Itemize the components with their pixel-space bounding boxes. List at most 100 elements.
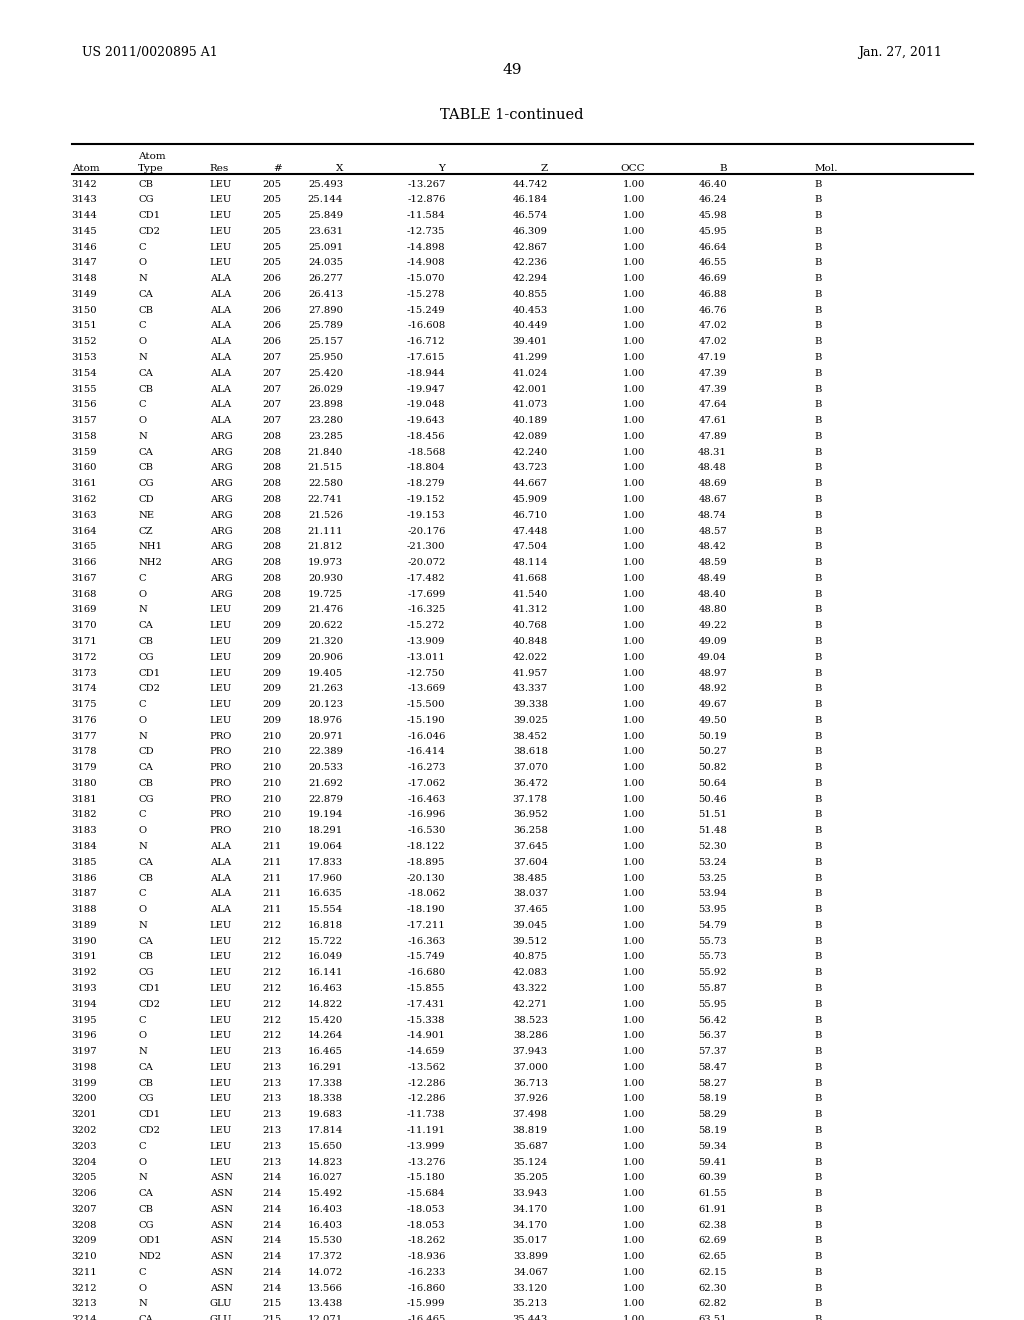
- Text: 1.00: 1.00: [623, 622, 645, 630]
- Text: 1.00: 1.00: [623, 432, 645, 441]
- Text: 49.22: 49.22: [698, 622, 727, 630]
- Text: B: B: [814, 1063, 821, 1072]
- Text: CB: CB: [138, 779, 154, 788]
- Text: 208: 208: [262, 527, 282, 536]
- Text: B: B: [814, 921, 821, 929]
- Text: B: B: [814, 479, 821, 488]
- Text: 3142: 3142: [72, 180, 97, 189]
- Text: LEU: LEU: [210, 1110, 232, 1119]
- Text: 213: 213: [262, 1110, 282, 1119]
- Text: 50.82: 50.82: [698, 763, 727, 772]
- Text: 48.114: 48.114: [512, 558, 548, 568]
- Text: 36.258: 36.258: [513, 826, 548, 836]
- Text: 16.027: 16.027: [308, 1173, 343, 1183]
- Text: 1.00: 1.00: [623, 447, 645, 457]
- Text: 17.814: 17.814: [307, 1126, 343, 1135]
- Text: 208: 208: [262, 463, 282, 473]
- Text: 41.540: 41.540: [512, 590, 548, 599]
- Text: 214: 214: [262, 1253, 282, 1261]
- Text: 19.194: 19.194: [307, 810, 343, 820]
- Text: 1.00: 1.00: [623, 227, 645, 236]
- Text: 55.92: 55.92: [698, 969, 727, 977]
- Text: B: B: [814, 1078, 821, 1088]
- Text: B: B: [814, 653, 821, 661]
- Text: B: B: [814, 574, 821, 583]
- Text: ALA: ALA: [210, 842, 231, 851]
- Text: -18.053: -18.053: [407, 1221, 445, 1230]
- Text: 205: 205: [262, 259, 282, 268]
- Text: 38.286: 38.286: [513, 1031, 548, 1040]
- Text: CB: CB: [138, 306, 154, 314]
- Text: 3205: 3205: [72, 1173, 97, 1183]
- Text: 3177: 3177: [72, 731, 97, 741]
- Text: -15.338: -15.338: [407, 1015, 445, 1024]
- Text: 211: 211: [262, 874, 282, 883]
- Text: 3167: 3167: [72, 574, 97, 583]
- Text: -18.053: -18.053: [407, 1205, 445, 1214]
- Text: 25.789: 25.789: [308, 322, 343, 330]
- Text: LEU: LEU: [210, 1126, 232, 1135]
- Text: B: B: [814, 495, 821, 504]
- Text: -15.070: -15.070: [407, 275, 445, 284]
- Text: 24.035: 24.035: [308, 259, 343, 268]
- Text: 48.40: 48.40: [698, 590, 727, 599]
- Text: NH1: NH1: [138, 543, 162, 552]
- Text: 209: 209: [262, 700, 282, 709]
- Text: 16.291: 16.291: [308, 1063, 343, 1072]
- Text: N: N: [138, 432, 147, 441]
- Text: 19.683: 19.683: [308, 1110, 343, 1119]
- Text: 1.00: 1.00: [623, 211, 645, 220]
- Text: 206: 206: [262, 290, 282, 298]
- Text: 49.50: 49.50: [698, 715, 727, 725]
- Text: B: B: [814, 1110, 821, 1119]
- Text: 33.943: 33.943: [513, 1189, 548, 1199]
- Text: 1.00: 1.00: [623, 463, 645, 473]
- Text: 209: 209: [262, 715, 282, 725]
- Text: 62.30: 62.30: [698, 1283, 727, 1292]
- Text: 55.73: 55.73: [698, 937, 727, 945]
- Text: 1.00: 1.00: [623, 558, 645, 568]
- Text: 1.00: 1.00: [623, 243, 645, 252]
- Text: B: B: [814, 1031, 821, 1040]
- Text: 41.299: 41.299: [513, 352, 548, 362]
- Text: B: B: [814, 810, 821, 820]
- Text: 1.00: 1.00: [623, 195, 645, 205]
- Text: 25.849: 25.849: [308, 211, 343, 220]
- Text: 18.976: 18.976: [308, 715, 343, 725]
- Text: 20.533: 20.533: [308, 763, 343, 772]
- Text: 212: 212: [262, 1031, 282, 1040]
- Text: CD1: CD1: [138, 983, 161, 993]
- Text: CA: CA: [138, 1189, 154, 1199]
- Text: B: B: [814, 731, 821, 741]
- Text: 14.072: 14.072: [308, 1269, 343, 1276]
- Text: CB: CB: [138, 1078, 154, 1088]
- Text: 41.312: 41.312: [512, 606, 548, 614]
- Text: 53.95: 53.95: [698, 906, 727, 915]
- Text: 3193: 3193: [72, 983, 97, 993]
- Text: 52.30: 52.30: [698, 842, 727, 851]
- Text: B: B: [814, 447, 821, 457]
- Text: -13.562: -13.562: [408, 1063, 445, 1072]
- Text: 212: 212: [262, 983, 282, 993]
- Text: B: B: [814, 858, 821, 867]
- Text: 14.264: 14.264: [308, 1031, 343, 1040]
- Text: 207: 207: [262, 368, 282, 378]
- Text: 212: 212: [262, 1015, 282, 1024]
- Text: -18.062: -18.062: [408, 890, 445, 899]
- Text: -18.804: -18.804: [407, 463, 445, 473]
- Text: -16.363: -16.363: [408, 937, 445, 945]
- Text: PRO: PRO: [210, 747, 232, 756]
- Text: B: B: [814, 668, 821, 677]
- Text: 3206: 3206: [72, 1189, 97, 1199]
- Text: 34.170: 34.170: [513, 1221, 548, 1230]
- Text: B: B: [814, 969, 821, 977]
- Text: CA: CA: [138, 290, 154, 298]
- Text: 51.51: 51.51: [698, 810, 727, 820]
- Text: 3174: 3174: [72, 684, 97, 693]
- Text: LEU: LEU: [210, 684, 232, 693]
- Text: ASN: ASN: [210, 1283, 232, 1292]
- Text: 3183: 3183: [72, 826, 97, 836]
- Text: 35.205: 35.205: [513, 1173, 548, 1183]
- Text: 3187: 3187: [72, 890, 97, 899]
- Text: 47.39: 47.39: [698, 384, 727, 393]
